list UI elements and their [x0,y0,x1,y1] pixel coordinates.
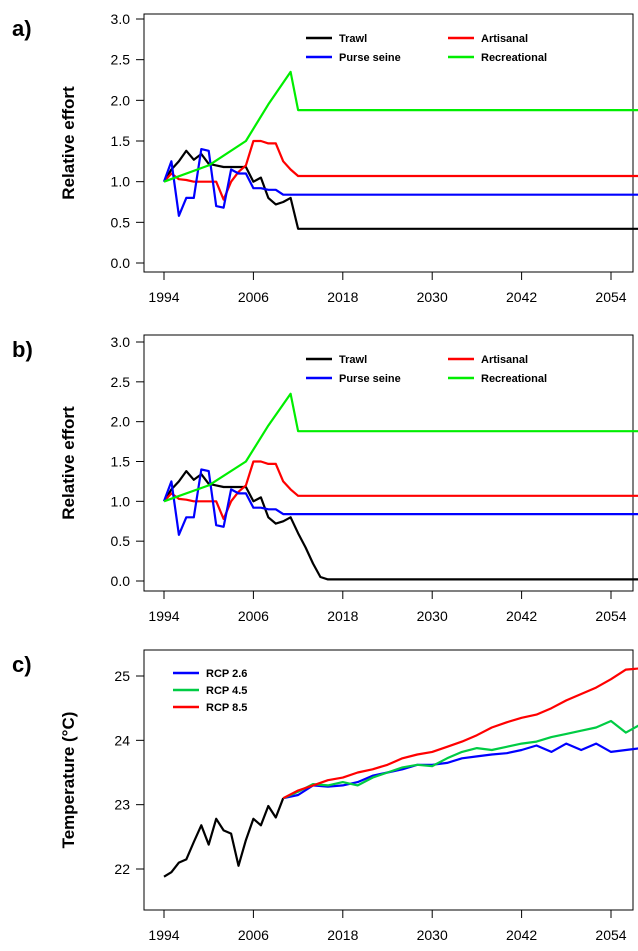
y-tick-label: 3.0 [111,334,131,350]
y-tick-label: 22 [114,861,130,877]
legend-label: Artisanal [481,33,528,45]
y-tick-label: 1.5 [111,133,131,149]
legend-label: RCP 8.5 [206,702,247,714]
series-line-trawl [163,149,638,230]
x-tick-label: 2054 [595,289,626,305]
y-tick-label: 2.0 [111,414,131,430]
y-tick-label: 23 [114,797,130,813]
legend-label: Trawl [339,354,367,366]
series-line-purse-seine [162,148,638,217]
legend-label: Trawl [339,33,367,45]
plot-frame [143,334,634,592]
x-tick-label: 2054 [595,927,626,943]
x-tick-label: 1994 [148,289,179,305]
legend-label: Recreational [481,52,547,64]
series-line-artisanal [163,139,638,201]
x-tick-label: 2018 [327,608,358,624]
y-tick-label: 1.0 [111,493,131,509]
x-tick-label: 2006 [238,289,269,305]
y-tick-label: 2.5 [111,52,131,68]
x-tick-label: 1994 [148,927,179,943]
y-tick-label: 2.0 [111,92,131,108]
legend-label: RCP 2.6 [206,668,247,680]
x-tick-label: 2006 [238,608,269,624]
y-tick-label: 1.0 [111,174,131,190]
y-axis-title: Temperature (°C) [59,712,78,849]
series-line-artisanal [163,460,638,521]
plot-frame [143,649,634,911]
x-tick-label: 2030 [417,608,448,624]
y-tick-label: 3.0 [111,11,131,27]
y-axis-title: Relative effort [59,86,78,200]
y-tick-label: 2.5 [111,374,131,390]
series-line-recreational [163,70,638,183]
y-tick-label: 25 [114,668,130,684]
y-tick-label: 0.0 [111,255,131,271]
x-tick-label: 2018 [327,927,358,943]
x-tick-label: 2054 [595,608,626,624]
panel-c: c) 22 23 24 25 1994 2006 2018 2030 2042 2054 Temper… [12,649,638,943]
panel-b: b) 0.0 0.5 1.0 1.5 2.0 2.5 3.0 1994 2006 2018 2030 2… [12,334,638,624]
series-line-trawl [163,470,638,581]
y-tick-label: 0.5 [111,214,131,230]
x-tick-label: 2006 [238,927,269,943]
plot-frame [143,13,634,273]
series-line-historical [163,797,285,878]
x-tick-label: 2042 [506,927,537,943]
panel-a: a) 0.0 0.5 1.0 1.5 2.0 2.5 3.0 1994 2006 2018 2030 2… [12,11,638,305]
series-line-recreational [163,392,638,503]
series-line-rcp-8-5 [282,667,638,800]
y-tick-label: 0.0 [111,573,131,589]
x-tick-label: 2042 [506,289,537,305]
x-tick-label: 2042 [506,608,537,624]
series-line-rcp-4-5 [282,719,638,800]
x-tick-label: 2030 [417,927,448,943]
series-line-purse-seine [162,468,638,536]
legend-label: Recreational [481,373,547,385]
y-tick-label: 24 [114,732,130,748]
legend-label: Artisanal [481,354,528,366]
panel-label: c) [12,652,32,677]
legend-label: RCP 4.5 [206,685,247,697]
x-tick-label: 1994 [148,608,179,624]
legend-label: Purse seine [339,52,401,64]
legend-label: Purse seine [339,373,401,385]
x-tick-label: 2030 [417,289,448,305]
panel-label: a) [12,16,32,41]
y-tick-label: 0.5 [111,533,131,549]
y-axis-title: Relative effort [59,406,78,520]
y-tick-label: 1.5 [111,454,131,470]
panel-label: b) [12,337,33,362]
x-tick-label: 2018 [327,289,358,305]
